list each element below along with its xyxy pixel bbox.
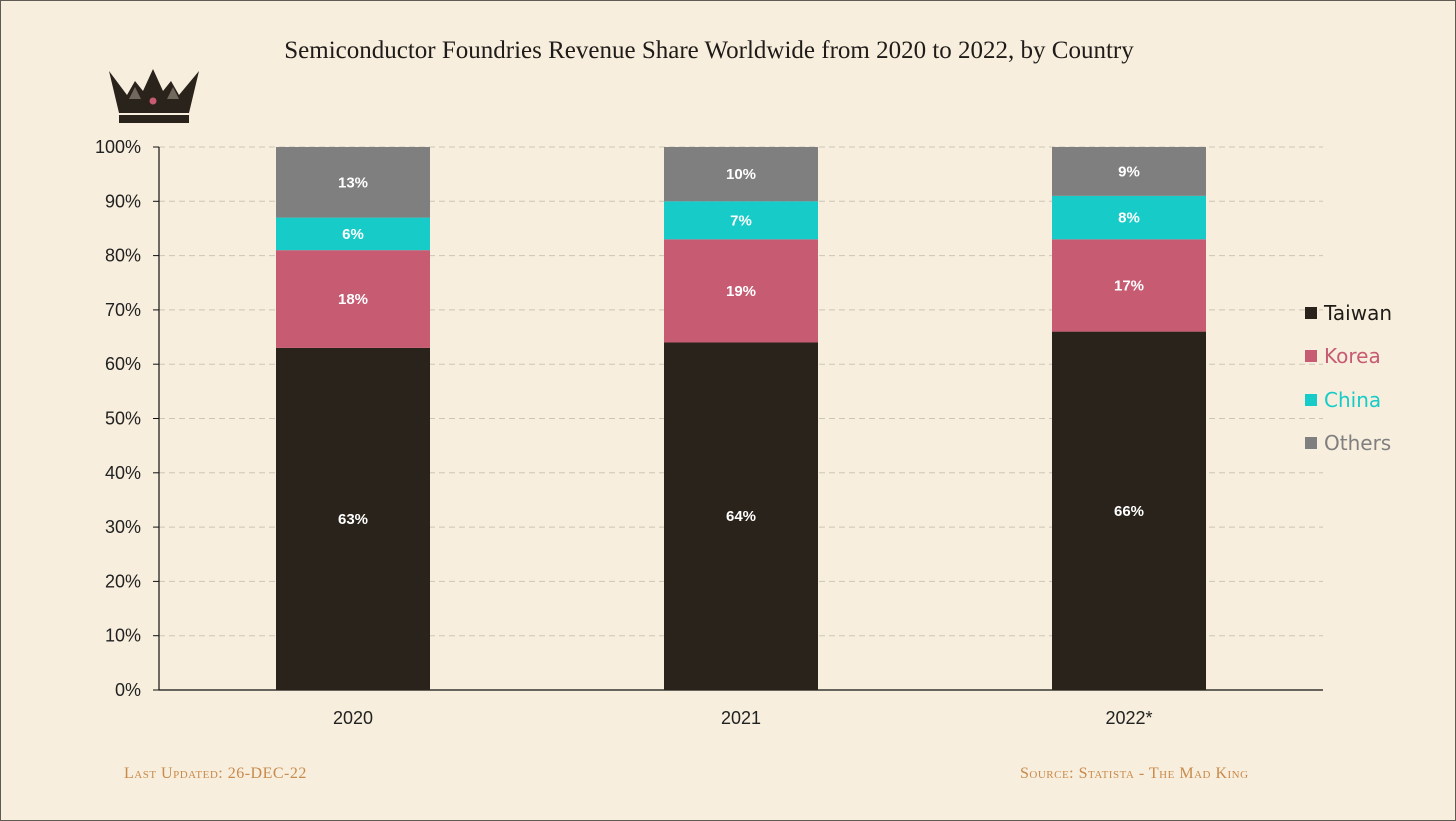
bar-taiwan-2021 bbox=[664, 342, 818, 690]
bar-taiwan-2022 bbox=[1052, 331, 1206, 690]
y-tick-label: 60% bbox=[105, 354, 141, 374]
y-tick-label: 50% bbox=[105, 409, 141, 429]
y-tick-label: 30% bbox=[105, 517, 141, 537]
y-tick-label: 80% bbox=[105, 246, 141, 266]
legend-swatch bbox=[1305, 393, 1317, 406]
legend: Taiwan Korea China Others bbox=[1305, 291, 1392, 465]
data-label: 6% bbox=[342, 226, 364, 243]
labels: 63% 18% 6% 13% 64% 19% 7% 10% 66% 17% 8% 9% bbox=[338, 163, 1144, 528]
data-label: 18% bbox=[338, 291, 368, 308]
bar-others-2021 bbox=[664, 147, 818, 202]
bar-others-2022 bbox=[1052, 147, 1206, 196]
chart-title: Semiconductor Foundries Revenue Share Wo… bbox=[284, 37, 1134, 64]
y-tick-label: 90% bbox=[105, 191, 141, 211]
data-label: 64% bbox=[726, 508, 756, 525]
legend-item-others: Others bbox=[1305, 422, 1392, 466]
x-tick-label: 2022* bbox=[1105, 708, 1152, 728]
bar-korea-2021 bbox=[664, 239, 818, 343]
legend-label: Korea bbox=[1324, 344, 1381, 369]
bar-taiwan-2020 bbox=[276, 347, 430, 690]
y-tick-label: 20% bbox=[105, 571, 141, 591]
bars bbox=[276, 147, 1206, 690]
legend-item-taiwan: Taiwan bbox=[1305, 291, 1392, 335]
bar-korea-2022 bbox=[1052, 239, 1206, 332]
crown-icon bbox=[109, 69, 199, 123]
data-label: 8% bbox=[1118, 210, 1140, 227]
axes: 0% 10% 20% 30% 40% 50% 60% 70% 80% 90% 100% 2020 202… bbox=[95, 137, 1323, 728]
y-tick-label: 100% bbox=[95, 137, 141, 157]
data-label: 17% bbox=[1114, 277, 1144, 294]
data-label: 63% bbox=[338, 511, 368, 528]
x-tick-label: 2020 bbox=[333, 708, 373, 728]
bar-others-2020 bbox=[276, 147, 430, 218]
legend-label: Others bbox=[1324, 431, 1392, 456]
legend-swatch bbox=[1305, 306, 1317, 319]
bar-china-2022 bbox=[1052, 195, 1206, 240]
y-tick-label: 0% bbox=[115, 680, 141, 700]
legend-swatch bbox=[1305, 350, 1317, 363]
y-tick-label: 10% bbox=[105, 626, 141, 646]
y-tick-label: 40% bbox=[105, 463, 141, 483]
x-tick-label: 2021 bbox=[721, 708, 761, 728]
bar-china-2020 bbox=[276, 217, 430, 251]
legend-label: Taiwan bbox=[1324, 300, 1393, 325]
data-label: 13% bbox=[338, 174, 368, 191]
data-label: 7% bbox=[730, 212, 752, 229]
legend-item-korea: Korea bbox=[1305, 335, 1392, 379]
data-label: 9% bbox=[1118, 163, 1140, 180]
bar-korea-2020 bbox=[276, 250, 430, 348]
chart-plot: 0% 10% 20% 30% 40% 50% 60% 70% 80% 90% 100% 2020 202… bbox=[95, 137, 1323, 728]
legend-label: China bbox=[1324, 387, 1382, 412]
data-label: 19% bbox=[726, 283, 756, 300]
data-label: 66% bbox=[1114, 503, 1144, 520]
y-tick-label: 70% bbox=[105, 300, 141, 320]
legend-item-china: China bbox=[1305, 378, 1392, 422]
bar-china-2021 bbox=[664, 201, 818, 240]
last-updated-note: Last Updated: 26-DEC-22 bbox=[124, 765, 307, 782]
source-note: Source: Statista - The Mad King bbox=[1020, 765, 1249, 782]
legend-swatch bbox=[1305, 437, 1317, 450]
data-label: 10% bbox=[726, 166, 756, 183]
